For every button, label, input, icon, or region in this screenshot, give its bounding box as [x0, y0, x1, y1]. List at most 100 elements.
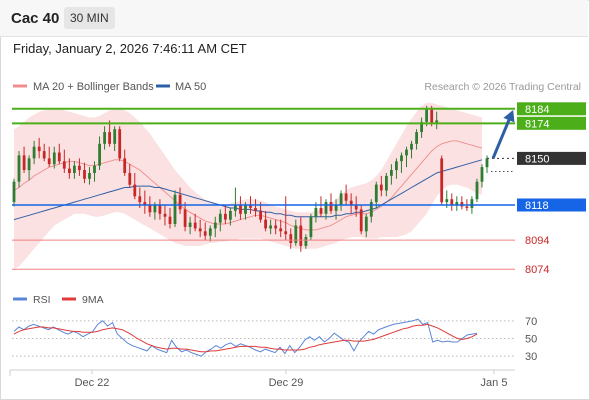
rsi-legend-label: RSI	[33, 294, 51, 306]
candle	[485, 158, 489, 168]
candle	[455, 202, 459, 205]
candle	[329, 202, 333, 211]
candle	[193, 222, 197, 229]
candle	[78, 165, 81, 171]
candle	[314, 208, 318, 217]
candle	[430, 108, 434, 124]
candle	[203, 231, 207, 236]
candle	[294, 225, 298, 243]
rsi-tick-label: 70	[525, 316, 537, 328]
current-price-label: 8150	[525, 153, 549, 165]
candle	[299, 225, 303, 246]
candle	[12, 181, 16, 203]
candle	[465, 206, 469, 208]
rsi-ma-line	[13, 323, 478, 353]
ma20-line	[13, 140, 483, 231]
candle	[344, 193, 348, 201]
candle	[163, 213, 167, 217]
candle	[259, 210, 262, 220]
x-axis-tick-label: Dec 22	[75, 377, 110, 389]
ma50-line	[13, 159, 483, 221]
candle	[148, 205, 152, 213]
candle	[98, 143, 101, 166]
pivot-label: 8074	[525, 264, 549, 276]
instrument-name: Cac 40	[11, 10, 60, 27]
candle	[198, 228, 202, 232]
candle	[213, 222, 217, 229]
candle	[27, 158, 31, 171]
candle	[339, 193, 343, 206]
candle	[369, 202, 373, 217]
candle	[188, 222, 192, 227]
candle	[22, 155, 26, 170]
candle	[435, 120, 439, 124]
candle	[128, 173, 132, 185]
resistance-label: 8174	[525, 118, 549, 130]
candle	[410, 143, 413, 150]
candle	[395, 161, 398, 171]
candle	[480, 167, 484, 182]
candle	[32, 146, 36, 159]
copyright-text: Research © 2026 Trading Central	[424, 81, 581, 93]
candle	[425, 108, 428, 122]
bollinger-band-fill	[14, 102, 482, 270]
candle	[374, 184, 378, 203]
candle	[158, 205, 162, 214]
rsi-chart: 70 50 30	[12, 316, 537, 363]
candle	[264, 219, 267, 229]
candle	[390, 170, 393, 176]
timeframe-selector[interactable]: 30 MIN	[64, 7, 115, 29]
x-axis-tick-label: Dec 29	[269, 377, 304, 389]
candle	[224, 213, 227, 220]
candle	[37, 146, 41, 152]
resistance-price-tag	[517, 102, 586, 116]
candle	[239, 205, 242, 214]
rsi-ma-legend-label: 9MA	[82, 294, 104, 306]
rsi-line	[13, 318, 478, 357]
candle	[173, 194, 177, 224]
candle	[279, 228, 283, 232]
x-axis-tick-label: Jan 5	[481, 377, 508, 389]
candle	[52, 152, 56, 165]
candle	[269, 225, 272, 229]
candle	[415, 132, 418, 144]
candle	[359, 209, 363, 232]
candle	[249, 205, 252, 208]
candle	[405, 149, 408, 156]
bollinger-legend-label: MA 20 + Bollinger Bands	[33, 81, 154, 93]
candle	[208, 228, 212, 236]
candle	[450, 199, 454, 205]
rsi-legend: RSI 9MA	[13, 294, 104, 306]
candle	[385, 175, 388, 191]
candle	[103, 132, 106, 144]
candle	[93, 165, 96, 173]
candle	[440, 158, 444, 203]
forecast-arrow	[491, 112, 514, 159]
candle	[349, 200, 353, 206]
candle	[324, 202, 328, 214]
candle	[113, 129, 117, 144]
support-label: 8118	[525, 200, 549, 212]
candle	[284, 231, 288, 235]
candle	[379, 184, 383, 191]
current-price-price-tag	[517, 151, 586, 165]
candle	[62, 161, 66, 169]
candle	[475, 181, 479, 200]
resistance-label: 8184	[525, 104, 549, 116]
candle	[83, 170, 86, 179]
candle	[138, 196, 142, 203]
main-legend: MA 20 + Bollinger Bands MA 50 Research ©…	[13, 81, 581, 93]
candle	[133, 184, 137, 197]
candle	[319, 208, 323, 214]
candle	[178, 194, 182, 210]
candle	[17, 155, 21, 182]
candle	[400, 155, 403, 162]
candle	[183, 209, 187, 227]
x-axis: Dec 22 Dec 29 Jan 5	[9, 369, 515, 389]
candle	[229, 210, 232, 220]
candle	[118, 129, 122, 159]
candle	[334, 205, 338, 211]
candle	[304, 237, 308, 246]
candle	[47, 158, 51, 165]
